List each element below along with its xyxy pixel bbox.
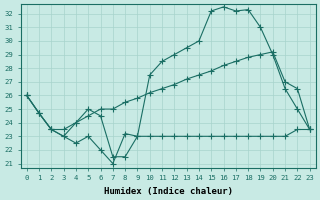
X-axis label: Humidex (Indice chaleur): Humidex (Indice chaleur): [104, 187, 233, 196]
